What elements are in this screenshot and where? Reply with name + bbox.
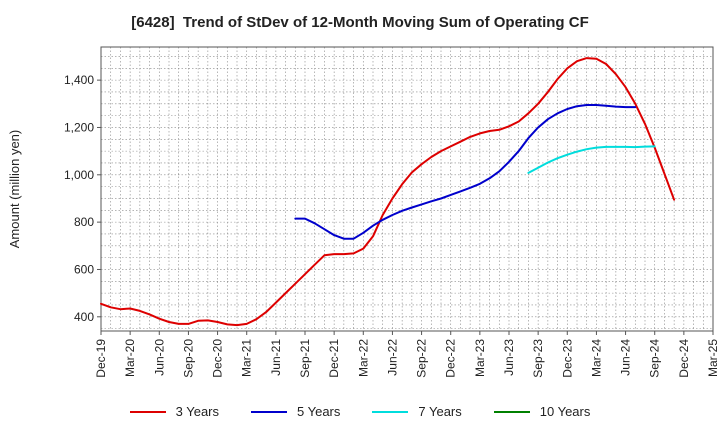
x-tick-label: Jun-21 xyxy=(269,339,283,376)
chart-title: [6428] Trend of StDev of 12-Month Moving… xyxy=(131,14,589,31)
y-axis-label: Amount (million yen) xyxy=(7,130,22,249)
plot-frame xyxy=(100,46,714,332)
y-tick-label: 1,400 xyxy=(64,73,94,87)
legend-label-10-years: 10 Years xyxy=(539,404,591,419)
legend-swatch-10-years xyxy=(493,410,530,413)
x-tick-label: Mar-21 xyxy=(240,339,254,377)
legend-item-5-years: 5 Years xyxy=(251,404,340,419)
y-tick-label: 800 xyxy=(74,215,94,229)
x-tick-labels: Dec-19 Mar-20 Jun-20 Sep-20 Dec-20 Mar-21 Jun-… xyxy=(94,331,720,378)
series-line-5-years xyxy=(294,104,637,240)
legend-label-3-years: 3 Years xyxy=(175,404,219,419)
grid xyxy=(101,47,713,331)
x-tick-label: Dec-21 xyxy=(327,339,341,378)
x-tick-label: Dec-22 xyxy=(444,339,458,378)
x-tick-label: Dec-19 xyxy=(94,339,108,378)
x-tick-label: Mar-20 xyxy=(123,339,137,377)
series-line-7-years xyxy=(527,145,656,174)
y-tick-label: 1,000 xyxy=(64,168,94,182)
y-tick-labels: 400 600 800 1,000 1,200 1,400 xyxy=(64,73,101,324)
legend-swatch-7-years xyxy=(372,410,409,413)
legend-label-7-years: 7 Years xyxy=(418,404,462,419)
x-tick-label: Dec-23 xyxy=(560,339,574,378)
series xyxy=(100,57,676,327)
x-tick-label: Sep-23 xyxy=(531,339,545,378)
legend-item-10-years: 10 Years xyxy=(493,404,591,419)
x-tick-label: Sep-21 xyxy=(298,339,312,378)
x-tick-label: Sep-24 xyxy=(648,339,662,378)
series-line-3-years xyxy=(100,57,676,327)
x-tick-label: Dec-24 xyxy=(677,339,691,378)
axes xyxy=(100,46,714,332)
x-tick-label: Jun-22 xyxy=(385,339,399,376)
x-tick-label: Mar-24 xyxy=(589,339,603,377)
legend-swatch-3-years xyxy=(129,410,166,413)
x-tick-label: Mar-22 xyxy=(356,339,370,377)
x-tick-label: Jun-24 xyxy=(619,339,633,376)
legend-item-3-years: 3 Years xyxy=(129,404,219,419)
x-tick-label: Jun-20 xyxy=(152,339,166,376)
x-tick-label: Jun-23 xyxy=(502,339,516,376)
y-tick-label: 1,200 xyxy=(64,120,94,134)
legend-label-5-years: 5 Years xyxy=(297,404,341,419)
x-tick-label: Mar-25 xyxy=(706,339,720,377)
x-tick-label: Dec-20 xyxy=(211,339,225,378)
legend-swatch-5-years xyxy=(251,410,287,413)
legend: 3 Years 5 Years 7 Years 10 Years xyxy=(0,404,720,419)
plot-area xyxy=(101,47,713,331)
x-tick-label: Mar-23 xyxy=(473,339,487,377)
y-tick-label: 600 xyxy=(74,262,94,276)
legend-item-7-years: 7 Years xyxy=(372,404,462,419)
y-tick-label: 400 xyxy=(74,310,94,324)
x-tick-label: Sep-22 xyxy=(415,339,429,378)
x-tick-label: Sep-20 xyxy=(181,339,195,378)
